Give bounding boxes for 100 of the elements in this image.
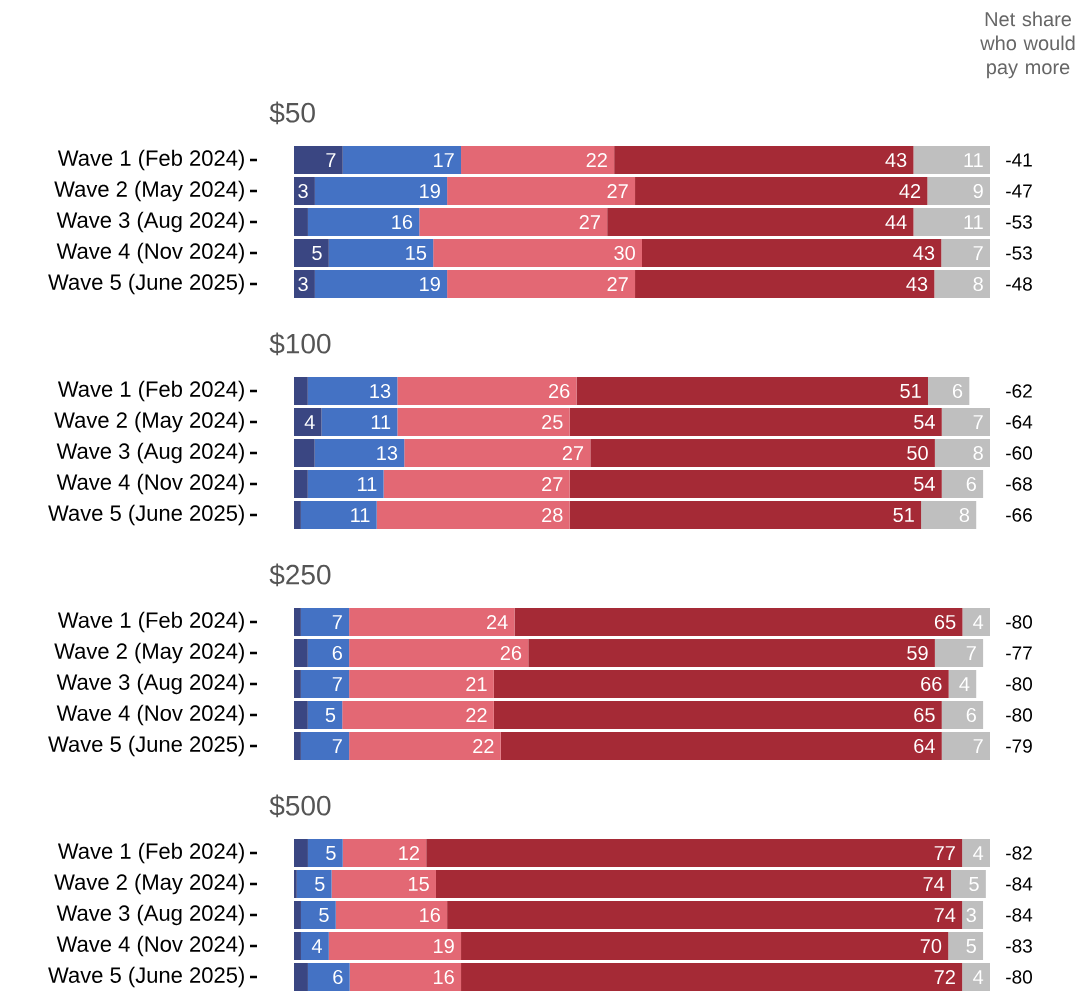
data-label: 26 xyxy=(500,645,522,661)
bar xyxy=(300,670,350,699)
bar xyxy=(461,146,615,175)
bar xyxy=(314,439,405,467)
bar xyxy=(962,839,991,868)
bar xyxy=(404,439,591,467)
data-label: 51 xyxy=(893,508,914,522)
data-label: 27 xyxy=(562,446,584,460)
bar xyxy=(642,239,942,268)
data-label: 7 xyxy=(326,153,336,167)
bar xyxy=(500,732,942,761)
data-label: 13 xyxy=(370,383,391,399)
text: -66 xyxy=(1006,508,1032,522)
data-label: 6 xyxy=(966,707,976,723)
y-tick-label: Wave 1 (Feb 2024) xyxy=(57,611,244,633)
data-label: 42 xyxy=(899,184,921,198)
bar xyxy=(493,701,942,730)
data-label: 15 xyxy=(406,246,427,260)
bar xyxy=(635,177,928,206)
data-label: 16 xyxy=(434,969,454,985)
bar xyxy=(435,870,952,899)
bar xyxy=(300,932,329,961)
y-tick-label: Wave 3 (Aug 2024) xyxy=(56,442,244,464)
data-label: 3 xyxy=(298,183,308,199)
bar xyxy=(962,901,984,930)
bar xyxy=(514,608,963,637)
bar xyxy=(948,932,984,961)
bar xyxy=(493,670,949,699)
bar xyxy=(294,146,343,175)
bar xyxy=(294,439,315,467)
bar xyxy=(294,870,297,899)
text: -80 xyxy=(1006,970,1032,984)
data-label: 6 xyxy=(333,969,343,985)
text: -80 xyxy=(1006,677,1032,691)
bar xyxy=(331,870,436,899)
bar xyxy=(419,208,608,237)
bar xyxy=(447,901,963,930)
data-label: 17 xyxy=(434,153,454,167)
bar xyxy=(590,439,935,467)
bar xyxy=(576,377,928,405)
y-tick-label: Wave 3 (Aug 2024) xyxy=(56,904,244,926)
data-label: 7 xyxy=(332,677,342,691)
data-label: 24 xyxy=(487,615,508,629)
bar xyxy=(294,177,315,206)
bar xyxy=(307,639,350,668)
data-label: 5 xyxy=(969,877,979,891)
bar xyxy=(307,701,343,730)
y-tick-label: Wave 4 (Nov 2024) xyxy=(56,242,244,264)
bar xyxy=(314,177,448,206)
data-label: 28 xyxy=(542,507,563,523)
y-tick-label: Wave 4 (Nov 2024) xyxy=(56,704,244,726)
data-label: 7 xyxy=(332,739,342,753)
data-label: 74 xyxy=(934,908,956,922)
bar xyxy=(569,501,922,529)
data-label: 43 xyxy=(885,152,907,168)
data-label: 7 xyxy=(966,646,976,660)
bar xyxy=(913,146,991,175)
bar xyxy=(307,470,384,498)
data-label: 5 xyxy=(325,708,336,722)
bar xyxy=(433,239,643,268)
data-label: 3 xyxy=(298,276,308,292)
bar xyxy=(934,639,984,668)
bar xyxy=(307,208,420,237)
data-label: 25 xyxy=(542,414,563,430)
bar xyxy=(294,732,301,761)
data-label: 65 xyxy=(934,614,956,630)
data-label: 7 xyxy=(973,415,983,429)
bar xyxy=(294,901,301,930)
data-label: 70 xyxy=(920,938,942,954)
data-label: 15 xyxy=(409,877,429,891)
text: -48 xyxy=(1006,277,1032,291)
data-label: 50 xyxy=(907,445,928,461)
data-label: 72 xyxy=(934,970,955,984)
bar xyxy=(307,377,398,405)
data-label: 16 xyxy=(420,907,440,923)
data-label: 22 xyxy=(466,708,487,722)
data-label: 51 xyxy=(900,384,921,398)
bar xyxy=(294,239,329,268)
data-label: 4 xyxy=(304,415,315,429)
text: -79 xyxy=(1006,739,1032,753)
y-tick-label: Wave 2 (May 2024) xyxy=(54,873,244,895)
bar xyxy=(569,408,942,436)
y-tick-label: Wave 1 (Feb 2024) xyxy=(57,380,244,402)
bar xyxy=(376,501,570,529)
bar xyxy=(447,177,636,206)
text: -41 xyxy=(1006,153,1032,167)
bar xyxy=(528,639,935,668)
y-tick-label: Wave 5 (June 2025) xyxy=(48,735,244,757)
data-label: 6 xyxy=(966,476,976,492)
bar xyxy=(335,901,448,930)
bar xyxy=(941,701,984,730)
bar xyxy=(447,270,636,299)
data-label: 11 xyxy=(351,508,370,522)
bar xyxy=(321,408,398,436)
y-tick-label: Wave 5 (June 2025) xyxy=(48,504,244,526)
data-label: 11 xyxy=(964,215,983,229)
bar xyxy=(941,732,991,761)
y-tick-label: Wave 4 (Nov 2024) xyxy=(56,935,244,957)
y-tick-label: Wave 1 (Feb 2024) xyxy=(57,842,244,864)
data-label: 21 xyxy=(466,677,487,691)
